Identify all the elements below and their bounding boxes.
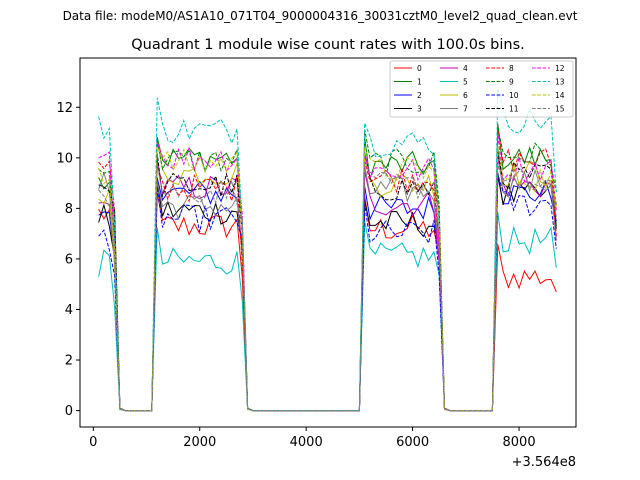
series-line-14 <box>98 146 557 412</box>
suptitle: Data file: modeM0/AS1A10_071T04_90000043… <box>63 9 578 23</box>
series-line-4 <box>98 157 557 412</box>
legend-label: 7 <box>463 104 468 113</box>
series-line-5 <box>98 212 557 412</box>
y-tick-label: 12 <box>56 101 73 116</box>
legend-label: 0 <box>417 64 422 73</box>
series-line-2 <box>98 175 557 412</box>
series-line-9 <box>98 127 557 412</box>
y-tick-label: 0 <box>65 404 73 419</box>
y-tick-label: 4 <box>65 303 73 318</box>
x-tick-label: 2000 <box>183 435 216 450</box>
axes: 0 2000 4000 6000 8000 0 2 4 6 8 10 12 <box>56 101 535 450</box>
legend-label: 14 <box>555 91 565 100</box>
plot-frame <box>79 57 577 428</box>
series-line-1 <box>98 123 557 412</box>
plot-series <box>98 88 557 412</box>
x-tick-label: 4000 <box>290 435 323 450</box>
y-tick-label: 6 <box>65 252 73 267</box>
legend-label: 13 <box>555 77 565 86</box>
x-tick-label: 8000 <box>503 435 536 450</box>
legend-label: 6 <box>463 91 468 100</box>
legend-label: 8 <box>509 64 514 73</box>
y-tick-label: 2 <box>65 354 73 369</box>
legend-label: 15 <box>555 104 565 113</box>
legend-label: 2 <box>417 91 422 100</box>
series-line-10 <box>98 174 557 412</box>
legend-label: 4 <box>463 64 468 73</box>
x-tick-label: 0 <box>89 435 97 450</box>
legend-label: 9 <box>509 77 514 86</box>
x-offset-label: +3.564e8 <box>512 455 576 470</box>
legend-label: 12 <box>555 64 565 73</box>
legend-label: 10 <box>509 91 519 100</box>
series-line-12 <box>98 134 557 412</box>
series-line-8 <box>98 127 557 412</box>
series-line-3 <box>98 172 557 412</box>
series-line-0 <box>98 193 557 412</box>
series-line-11 <box>98 150 557 412</box>
legend-label: 5 <box>463 77 468 86</box>
series-line-7 <box>98 151 557 412</box>
series-line-13 <box>98 88 557 412</box>
legend-label: 3 <box>417 104 422 113</box>
legend-box <box>389 60 574 118</box>
x-tick-label: 6000 <box>396 435 429 450</box>
legend-label: 1 <box>417 77 422 86</box>
y-tick-label: 10 <box>56 151 73 166</box>
legend-label: 11 <box>509 104 519 113</box>
series-line-15 <box>98 164 557 412</box>
chart-title: Quadrant 1 module wise count rates with … <box>131 37 525 53</box>
y-tick-label: 8 <box>65 202 73 217</box>
